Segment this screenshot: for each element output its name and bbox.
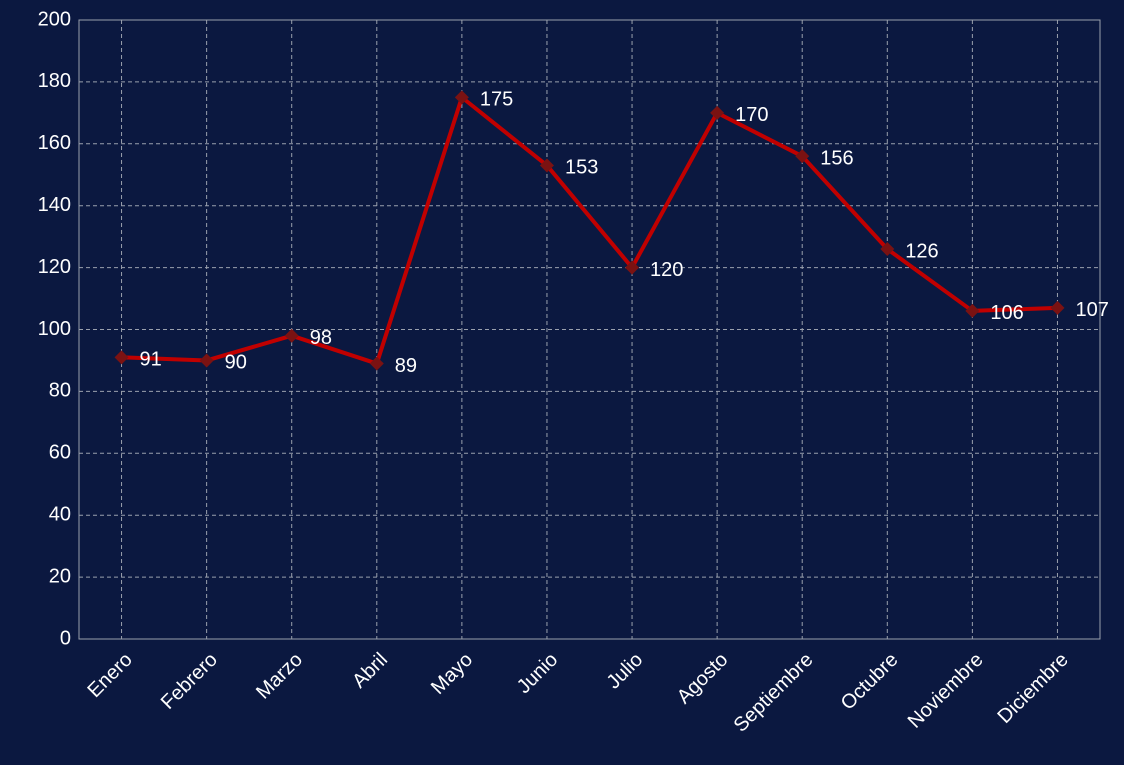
marker: [114, 350, 129, 365]
y-tick-label: 180: [38, 70, 71, 92]
marker: [284, 328, 299, 343]
data-label: 98: [310, 327, 332, 349]
y-tick-label: 60: [49, 442, 71, 464]
marker: [1050, 300, 1065, 315]
marker: [539, 158, 554, 173]
y-tick-label: 40: [49, 503, 71, 525]
y-tick-label: 120: [38, 256, 71, 278]
marker: [625, 260, 640, 275]
y-tick-label: 0: [60, 627, 71, 649]
marker: [454, 90, 469, 105]
line: [121, 95, 1058, 366]
y-tick-label: 160: [38, 132, 71, 154]
data-label: 106: [990, 302, 1023, 324]
data-label: 153: [565, 157, 598, 179]
data-label: 91: [140, 349, 162, 371]
data-label: 90: [225, 352, 247, 374]
y-tick-label: 20: [49, 565, 71, 587]
data-label: 126: [905, 240, 938, 262]
y-tick-label: 140: [38, 194, 71, 216]
marker: [795, 149, 810, 164]
data-label: 156: [820, 147, 853, 169]
data-label: 120: [650, 259, 683, 281]
data-label: 175: [480, 89, 513, 111]
marker: [369, 356, 384, 371]
data-label: 89: [395, 355, 417, 377]
y-tick-label: 200: [38, 8, 71, 30]
data-label: 170: [735, 104, 768, 126]
marker: [965, 303, 980, 318]
y-tick-label: 100: [38, 318, 71, 340]
marker: [880, 242, 895, 257]
y-tick-label: 80: [49, 380, 71, 402]
marker: [710, 105, 725, 120]
data-label: 107: [1075, 299, 1108, 321]
marker: [199, 353, 214, 368]
plot-border: [78, 19, 1101, 640]
